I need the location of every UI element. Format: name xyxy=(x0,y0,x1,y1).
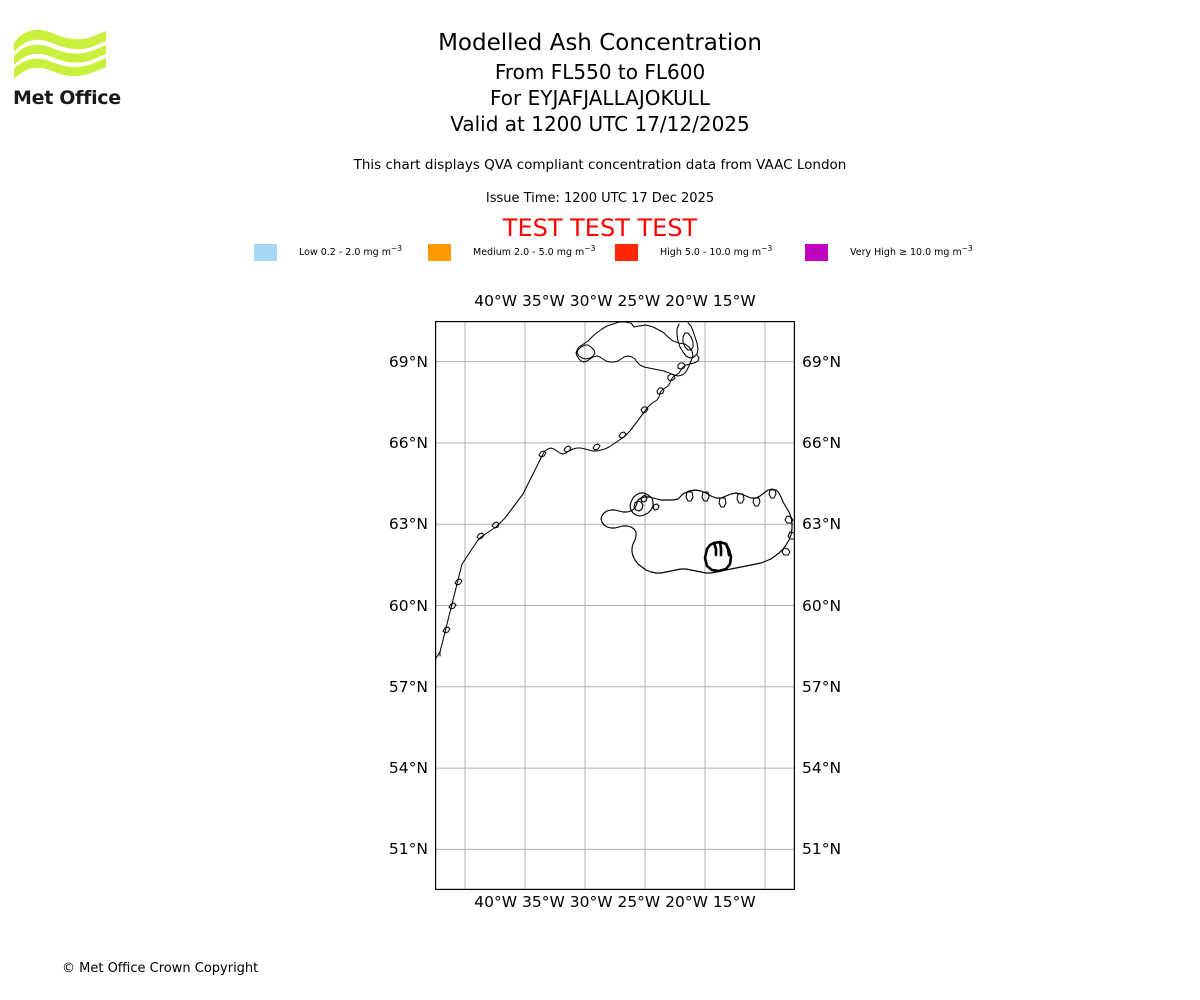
eyjafjallajokull-marker xyxy=(703,540,733,573)
volcano-name: For EYJAFJALLAJOKULL xyxy=(490,86,710,110)
chart-title-block: Modelled Ash Concentration From FL550 to… xyxy=(0,28,1200,137)
copyright-notice: © Met Office Crown Copyright xyxy=(62,961,259,976)
met-office-waves-logo-icon xyxy=(14,29,106,79)
y-axis-tick-label: 69°N xyxy=(388,352,428,371)
legend-label: Very High ≥ 10.0 mg m−3 xyxy=(850,243,973,258)
met-office-logo: Met Office xyxy=(12,25,142,109)
y-axis-tick-label: 51°N xyxy=(388,840,428,859)
greenland-north-inlet xyxy=(576,344,596,360)
y-axis-tick-label: 66°N xyxy=(388,433,428,452)
greenland-fjord-detail xyxy=(442,362,686,634)
legend-entry: Low 0.2 - 2.0 mg m−3 xyxy=(254,243,402,261)
legend-swatch xyxy=(615,243,638,261)
met-office-wordmark: Met Office xyxy=(13,87,121,109)
greenland-coast-midsection xyxy=(439,560,465,657)
y-axis-tick-label: 69°N xyxy=(802,352,842,371)
legend-swatch xyxy=(805,243,828,261)
legend-swatch xyxy=(254,243,277,261)
greenland-northeast-peninsula xyxy=(676,322,699,359)
qva-note: This chart displays QVA compliant concen… xyxy=(353,157,847,173)
legend-swatch xyxy=(428,243,451,261)
page-title: Modelled Ash Concentration xyxy=(438,30,762,56)
greenland-east-coast-main xyxy=(463,354,700,562)
map-frame xyxy=(435,321,795,890)
y-axis-tick-label: 63°N xyxy=(802,515,842,534)
y-axis-left-labels: 69°N 66°N 63°N 60°N 57°N 54°N 51°N xyxy=(325,321,428,890)
y-axis-tick-label: 60°N xyxy=(388,596,428,615)
legend-label: Low 0.2 - 2.0 mg m−3 xyxy=(299,243,403,258)
y-axis-tick-label: 51°N xyxy=(802,840,842,859)
y-axis-tick-label: 63°N xyxy=(388,515,428,534)
y-axis-right-labels: 69°N 66°N 63°N 60°N 57°N 54°N 51°N xyxy=(802,321,912,890)
valid-time: Valid at 1200 UTC 17/12/2025 xyxy=(450,112,750,136)
map-plot-area[interactable] xyxy=(435,321,795,890)
greenland-northeast-inlet xyxy=(682,332,694,351)
iceland-coastline xyxy=(600,488,793,574)
iceland-westfjords xyxy=(629,492,654,517)
y-axis-tick-label: 54°N xyxy=(388,759,428,778)
y-axis-tick-label: 60°N xyxy=(802,596,842,615)
x-axis-bottom-labels: 40°W 35°W 30°W 25°W 20°W 15°W xyxy=(474,893,756,911)
issue-time: Issue Time: 1200 UTC 17 Dec 2025 xyxy=(485,191,715,206)
greenland-coastline xyxy=(575,321,694,377)
y-axis-tick-label: 66°N xyxy=(802,433,842,452)
y-axis-tick-label: 57°N xyxy=(802,677,842,696)
y-axis-tick-label: 57°N xyxy=(388,677,428,696)
concentration-legend: Low 0.2 - 2.0 mg m−3 Medium 2.0 - 5.0 mg … xyxy=(0,243,1200,263)
legend-entry: High 5.0 - 10.0 mg m−3 xyxy=(615,243,772,261)
legend-label: High 5.0 - 10.0 mg m−3 xyxy=(660,243,773,258)
legend-label: Medium 2.0 - 5.0 mg m−3 xyxy=(473,243,596,258)
map-canvas xyxy=(435,321,795,890)
legend-entry: Medium 2.0 - 5.0 mg m−3 xyxy=(428,243,595,261)
test-watermark: TEST TEST TEST xyxy=(502,214,698,242)
flight-level-range: From FL550 to FL600 xyxy=(494,60,706,84)
map-gridlines xyxy=(435,321,795,890)
legend-entry: Very High ≥ 10.0 mg m−3 xyxy=(805,243,973,261)
iceland-north-fjords xyxy=(685,489,777,508)
x-axis-top-labels: 40°W 35°W 30°W 25°W 20°W 15°W xyxy=(474,292,756,310)
y-axis-tick-label: 54°N xyxy=(802,759,842,778)
